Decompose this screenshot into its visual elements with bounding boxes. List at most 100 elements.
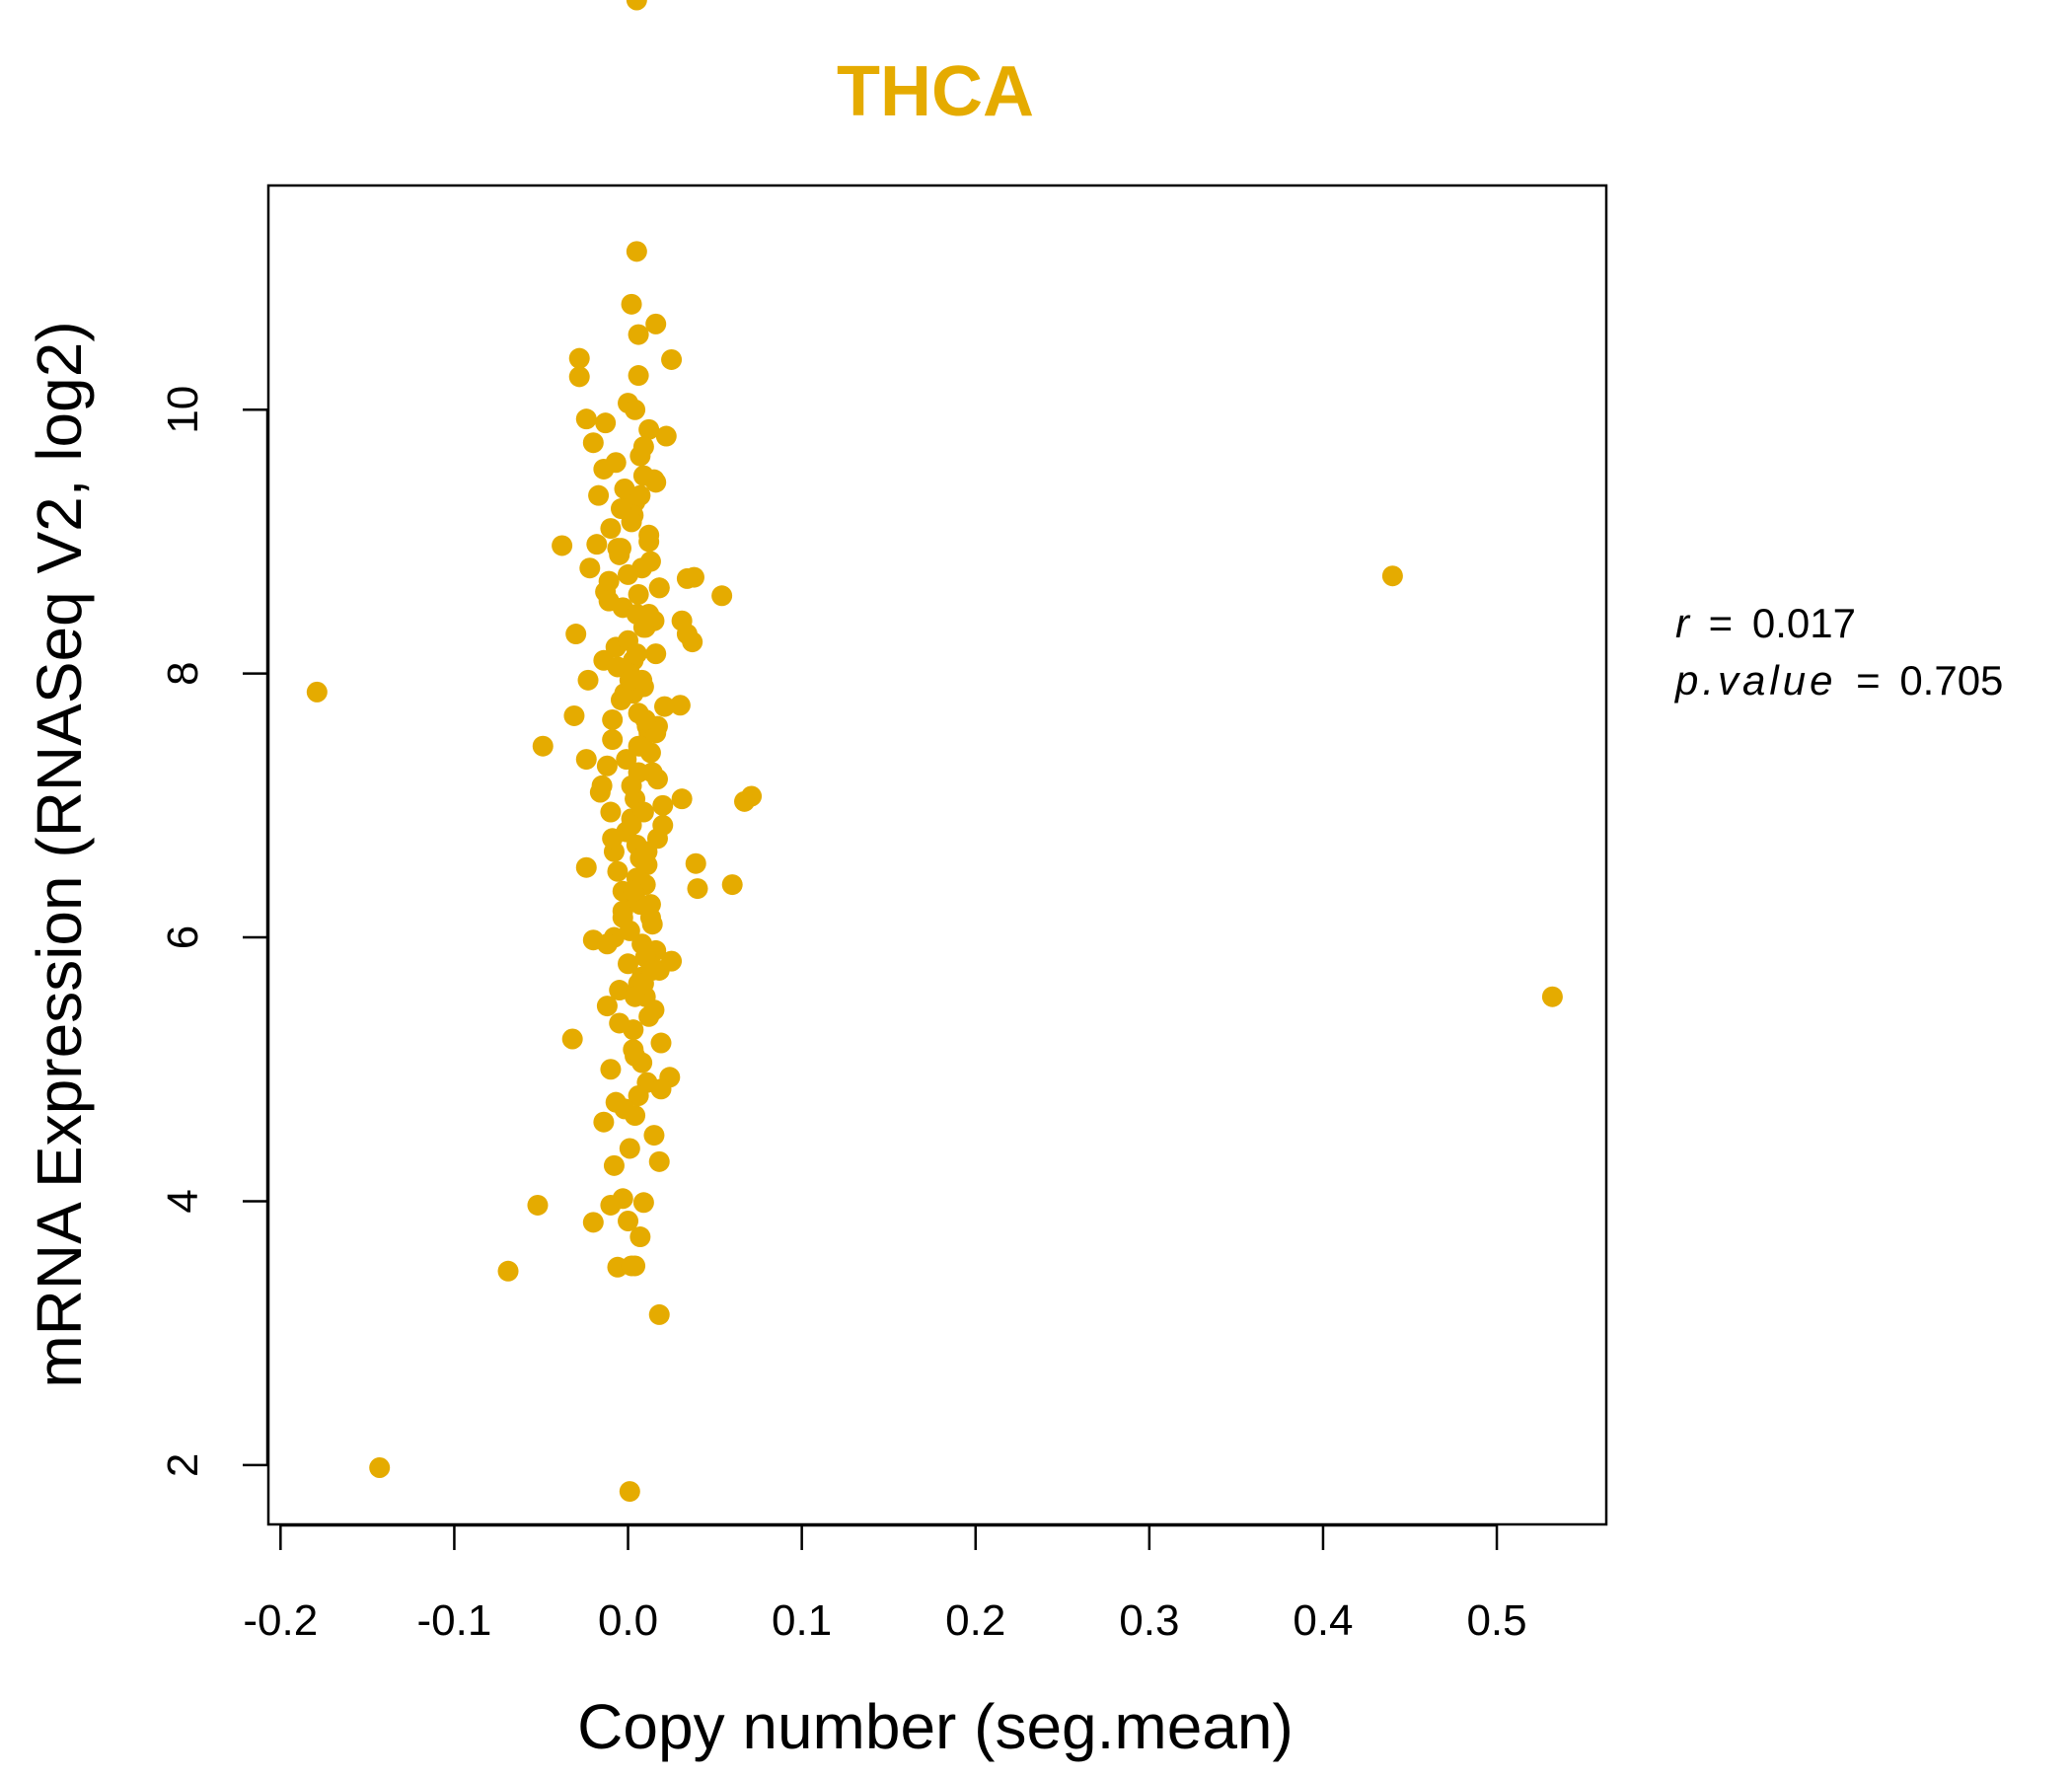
x-axis: -0.2 -0.1 0.0 0.1 0.2 0.3 0.4 0.5 <box>243 1523 1527 1645</box>
y-tick-label: 10 <box>159 386 207 434</box>
data-point <box>527 1194 549 1216</box>
data-point <box>650 1032 672 1054</box>
data-point <box>369 1457 391 1479</box>
data-point <box>639 894 661 916</box>
plot-frame <box>266 184 1608 1526</box>
data-point <box>629 445 651 467</box>
data-point <box>648 1150 670 1172</box>
y-tick-label: 2 <box>159 1453 207 1477</box>
data-point <box>595 412 617 434</box>
data-point <box>565 624 587 645</box>
data-point <box>563 704 585 726</box>
data-point <box>711 585 733 607</box>
data-point <box>614 478 635 499</box>
data-point <box>602 729 624 751</box>
data-point <box>639 551 661 572</box>
data-point <box>632 801 654 823</box>
data-point <box>654 696 676 717</box>
data-point <box>629 735 651 757</box>
data-point <box>561 1028 583 1050</box>
data-point <box>643 999 665 1021</box>
data-point <box>618 1211 639 1232</box>
data-point <box>631 933 653 955</box>
data-point <box>628 583 649 605</box>
data-point <box>600 1059 622 1080</box>
data-point <box>607 656 629 678</box>
data-point <box>607 538 629 559</box>
data-point <box>605 1091 627 1113</box>
data-point <box>575 408 597 430</box>
x-tick-label: 0.0 <box>598 1596 658 1645</box>
data-point <box>648 577 670 599</box>
data-point <box>1381 565 1403 587</box>
data-point <box>607 860 629 882</box>
data-point <box>588 484 610 506</box>
data-point <box>586 534 608 555</box>
data-point <box>682 631 703 653</box>
data-point <box>600 801 622 823</box>
data-point <box>596 755 618 777</box>
data-point <box>629 1226 651 1248</box>
y-tick-label: 6 <box>159 925 207 949</box>
y-axis-label: mRNA Expression (RNASeq V2, log2) <box>24 321 95 1387</box>
data-point <box>603 1154 625 1176</box>
data-point <box>575 749 597 771</box>
data-point <box>568 366 590 388</box>
data-point <box>645 643 667 665</box>
data-point <box>621 1255 642 1277</box>
data-point <box>685 852 706 874</box>
data-point <box>532 735 554 757</box>
data-point <box>628 1084 649 1106</box>
y-tick-label: 8 <box>159 661 207 685</box>
data-point <box>612 907 633 928</box>
data-point <box>645 313 667 334</box>
data-point <box>600 1194 622 1216</box>
data-point <box>621 775 642 796</box>
data-point <box>629 484 651 506</box>
data-point <box>582 432 604 454</box>
data-point <box>618 953 639 975</box>
x-tick-label: -0.2 <box>243 1596 318 1645</box>
data-point <box>593 1111 615 1133</box>
data-point <box>661 348 683 370</box>
data-point <box>721 874 743 896</box>
data-point <box>631 1052 653 1073</box>
data-point <box>652 794 674 816</box>
data-point <box>575 856 597 878</box>
data-point <box>626 0 647 11</box>
data-point <box>610 498 631 520</box>
p-value-value: 0.705 <box>1899 657 2003 703</box>
data-point <box>628 324 649 345</box>
data-point <box>655 425 677 447</box>
chart-title: THCA <box>837 52 1034 131</box>
data-point <box>650 1078 672 1100</box>
data-point <box>596 933 618 955</box>
data-point <box>648 1303 670 1325</box>
data-point <box>626 241 647 262</box>
x-tick-label: 0.2 <box>945 1596 1005 1645</box>
data-point <box>619 1138 640 1159</box>
data-point <box>598 590 620 612</box>
x-axis-label: Copy number (seg.mean) <box>577 1691 1294 1762</box>
data-point <box>625 399 646 420</box>
x-tick-label: 0.4 <box>1293 1596 1353 1645</box>
data-point <box>618 563 639 585</box>
x-tick-label: -0.1 <box>417 1596 492 1645</box>
data-point <box>734 790 756 812</box>
data-point <box>602 828 624 850</box>
data-point <box>598 570 620 592</box>
data-point <box>661 950 683 972</box>
r-stat-value: 0.017 <box>1752 600 1856 646</box>
x-tick-label: 0.3 <box>1119 1596 1179 1645</box>
data-point <box>619 1481 640 1503</box>
y-axis: 2 4 6 8 10 <box>159 386 269 1477</box>
data-point <box>638 418 660 440</box>
data-point <box>602 708 624 730</box>
data-point <box>676 567 698 589</box>
data-point <box>687 878 708 900</box>
data-point <box>669 695 691 716</box>
x-tick-label: 0.1 <box>772 1596 832 1645</box>
data-point <box>671 788 693 810</box>
x-tick-label: 0.5 <box>1466 1596 1526 1645</box>
data-point <box>632 1192 654 1214</box>
